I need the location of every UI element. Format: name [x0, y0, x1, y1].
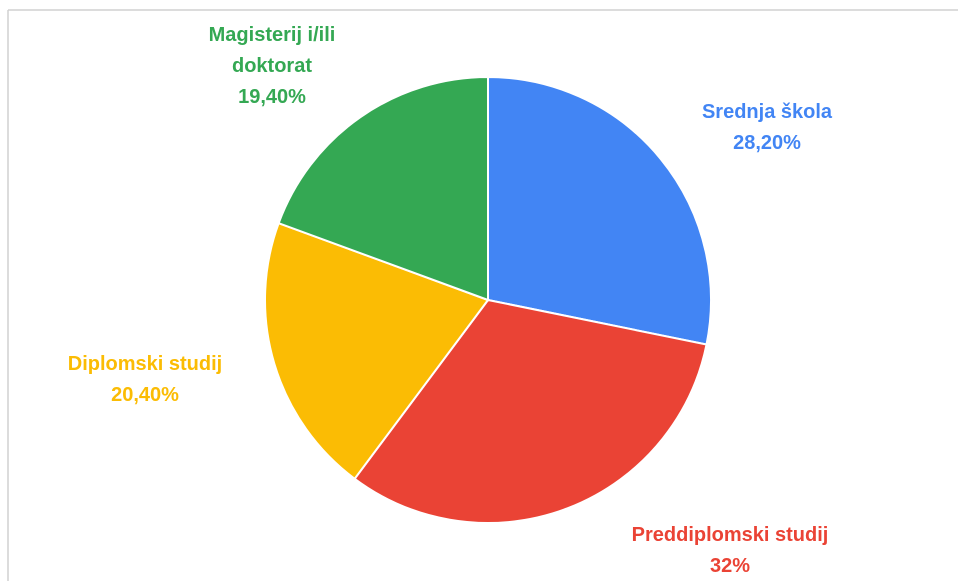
pie-slice: [487, 75, 712, 346]
slice-category: Preddiplomski studij: [631, 524, 829, 546]
pie-slice: [277, 75, 489, 302]
slice-value-label: 32%: [709, 555, 751, 577]
pie: [264, 75, 712, 524]
slice-category: Diplomski studij: [67, 353, 223, 375]
slice-label: Diplomski studij 20,40%: [15, 349, 275, 411]
slice-value-label: 28,20%: [733, 132, 801, 154]
slice-label: Preddiplomski studij 32%: [580, 520, 880, 581]
slice-label: Magisterij i/ili doktorat 19,40%: [172, 20, 372, 113]
slice-value-label: 19,40%: [238, 86, 306, 108]
slice-label: Srednja škola 28,20%: [657, 97, 877, 159]
slice-category: Magisterij i/ili doktorat: [208, 24, 336, 77]
slice-value-label: 20,40%: [111, 384, 179, 406]
slice-category: Srednja škola: [701, 101, 833, 123]
pie-slice: [353, 298, 708, 524]
pie-slice: [264, 221, 490, 481]
